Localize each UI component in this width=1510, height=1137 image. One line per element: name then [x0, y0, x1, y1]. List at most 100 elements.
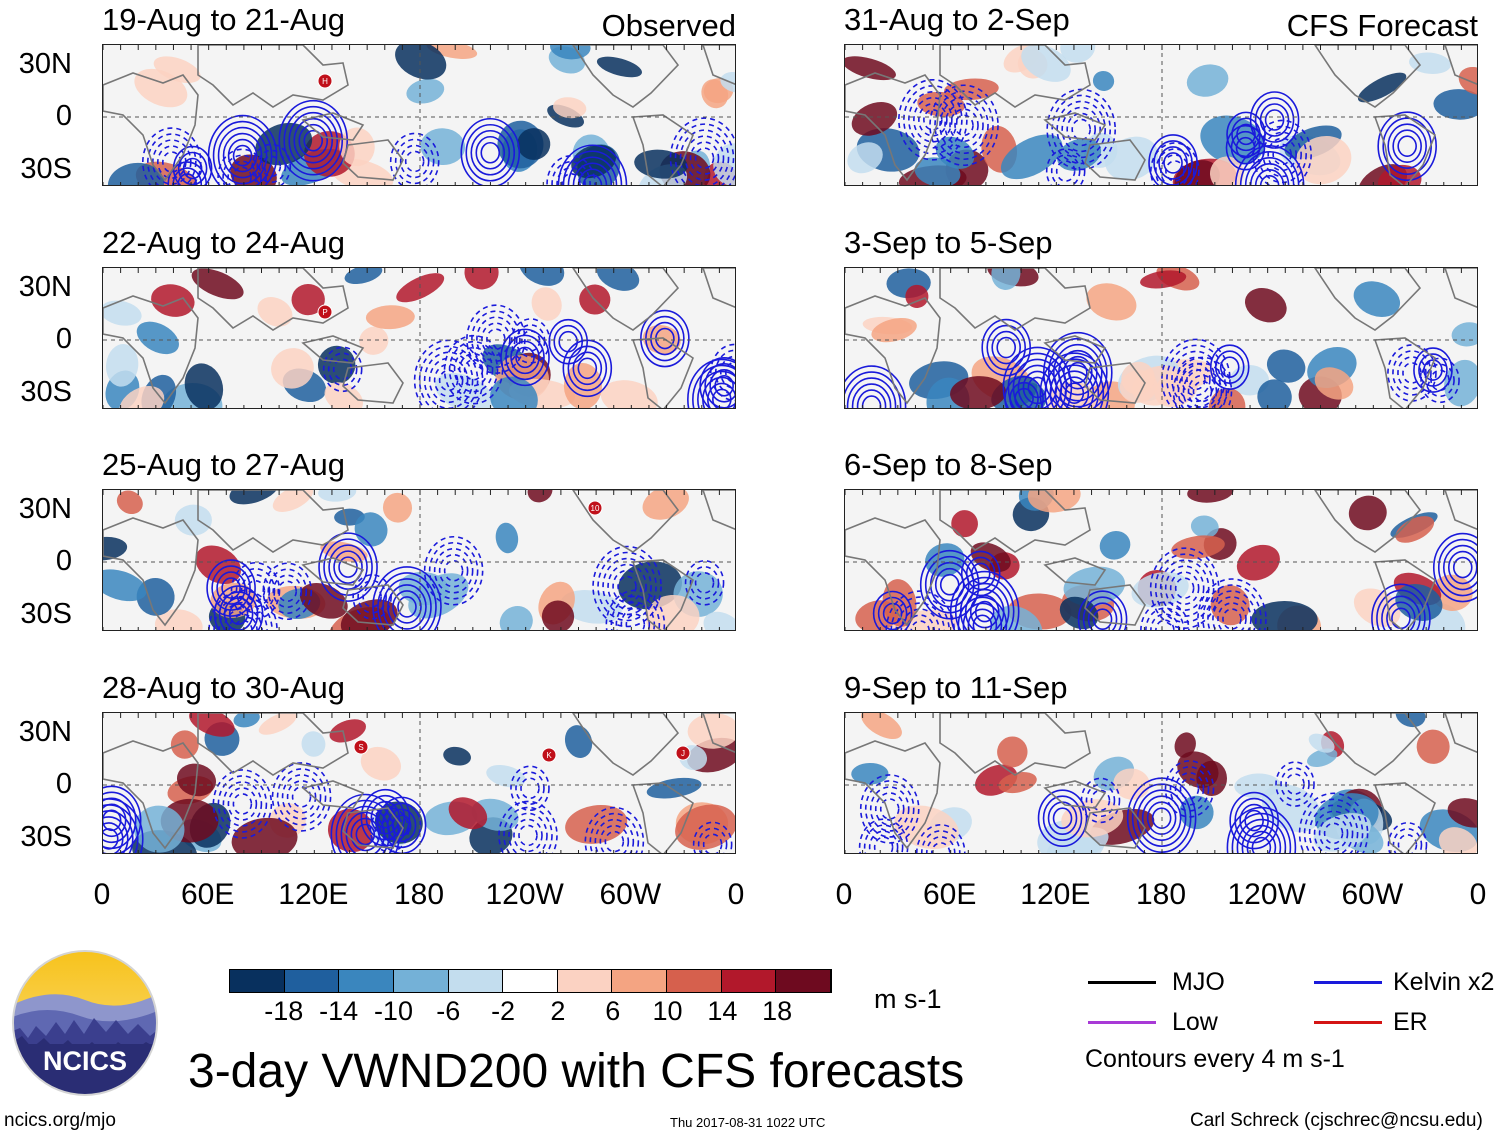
wind-anomaly-patch: [184, 363, 224, 408]
kelvin-contour: [557, 144, 628, 185]
wind-anomaly-patch: [1257, 379, 1292, 408]
wind-anomaly-patch: [1105, 136, 1159, 181]
legend-label-low: Low: [1172, 1008, 1218, 1036]
legend-line-kelvin: [1314, 981, 1382, 984]
lon-label: 120E: [278, 878, 349, 911]
kelvin-contour: [1225, 124, 1266, 171]
kelvin-contour: [1027, 376, 1048, 399]
wind-anomaly-patch: [894, 805, 959, 850]
wind-anomaly-patch: [1353, 281, 1401, 317]
kelvin-contour: [216, 571, 246, 605]
forecast-label: CFS Forecast: [1286, 8, 1478, 43]
kelvin-contour: [1037, 789, 1088, 848]
kelvin-contour: [1387, 123, 1427, 169]
wind-anomaly-patch: [596, 268, 640, 291]
kelvin-contour: [392, 590, 422, 624]
kelvin-contour: [261, 155, 282, 178]
kelvin-contour: [719, 355, 735, 390]
kelvin-contour: [920, 830, 961, 853]
kelvin-contour: [1264, 109, 1285, 131]
kelvin-contour: [1386, 601, 1416, 630]
colorbar-label: 2: [550, 996, 566, 1026]
kelvin-contour: [1259, 175, 1280, 185]
kelvin-contour: [333, 550, 363, 584]
kelvin-contour: [276, 768, 327, 826]
kelvin-contour: [724, 361, 735, 384]
wind-anomaly-patch: [151, 284, 195, 317]
kelvin-contour: [235, 567, 276, 614]
map-fc-4: [844, 712, 1478, 854]
wind-anomaly-patch: [1061, 799, 1124, 838]
wind-anomaly-patch: [154, 609, 203, 630]
kelvin-contour: [391, 814, 412, 837]
map-fc-3: [844, 489, 1478, 631]
wind-anomaly-patch: [1266, 349, 1306, 383]
colorbar-swatch: [503, 970, 558, 992]
colorbar-swatch: [667, 970, 722, 992]
kelvin-contour: [597, 551, 657, 622]
coastline: [197, 268, 349, 331]
kelvin-contour: [223, 597, 254, 630]
map-obs-3: 10: [102, 489, 736, 631]
coastline: [1314, 490, 1422, 553]
kelvin-contour: [1045, 148, 1086, 185]
coastline: [1373, 114, 1436, 185]
kelvin-contour: [1423, 359, 1443, 381]
ncics-logo: NCICS: [10, 948, 160, 1098]
coastline: [301, 112, 365, 141]
lon-label: 0: [727, 878, 745, 911]
kelvin-contour: [281, 774, 322, 820]
kelvin-contour: [291, 786, 312, 808]
panel-title-fc-2: 3-Sep to 5-Sep: [844, 225, 1053, 260]
kelvin-contour: [1246, 830, 1277, 853]
wind-anomaly-patch: [1174, 732, 1196, 758]
kelvin-contour: [1226, 806, 1297, 853]
kelvin-contour: [567, 156, 618, 185]
kelvin-contour: [208, 589, 278, 630]
lon-label: 120W: [485, 878, 564, 911]
panel-title-obs-1: 19-Aug to 21-Aug: [102, 2, 346, 37]
kelvin-contour: [272, 574, 303, 609]
wind-anomaly-patch: [1444, 359, 1477, 407]
colorbar-swatch: [393, 970, 449, 992]
coastline: [1314, 45, 1422, 108]
kelvin-contour: [991, 330, 1022, 365]
wind-anomaly-patch: [448, 797, 488, 830]
wind-anomaly-patch: [1234, 773, 1281, 799]
coastline: [1043, 780, 1107, 809]
kelvin-contour: [1222, 608, 1242, 630]
wind-anomaly-patch: [1027, 490, 1081, 513]
kelvin-contour: [1169, 571, 1200, 605]
wind-anomaly-patch: [1236, 544, 1280, 581]
kelvin-contour: [939, 573, 960, 596]
coastline: [939, 268, 1091, 331]
kelvin-contour: [594, 818, 635, 853]
kelvin-contour: [1420, 357, 1460, 404]
kelvin-contour: [1308, 804, 1359, 853]
coastline: [301, 335, 365, 364]
kelvin-contour: [913, 96, 953, 143]
kelvin-contour: [915, 824, 966, 853]
kelvin-contour: [1087, 602, 1118, 630]
svg-text:H: H: [322, 77, 328, 86]
map-fc-1: [844, 44, 1478, 186]
kelvin-contour: [251, 143, 292, 185]
kelvin-contour: [694, 147, 715, 169]
kelvin-contour: [293, 117, 334, 164]
kelvin-contour: [221, 577, 241, 599]
observed-label: Observed: [601, 8, 736, 43]
panel-title-obs-4: 28-Aug to 30-Aug: [102, 670, 346, 705]
kelvin-contour: [1241, 824, 1282, 853]
kelvin-contour: [1381, 595, 1421, 630]
kelvin-contour: [1172, 356, 1233, 408]
kelvin-contour: [1236, 818, 1287, 853]
coastline: [1043, 557, 1107, 586]
footer-url[interactable]: ncics.org/mjo: [4, 1110, 116, 1131]
coastline: [1373, 559, 1436, 630]
kelvin-contour: [548, 318, 589, 365]
wind-anomaly-patch: [550, 45, 591, 60]
wind-anomaly-patch: [1092, 70, 1115, 91]
kelvin-contour: [103, 785, 142, 853]
figure-title: 3-day VWND200 with CFS forecasts: [188, 1045, 965, 1098]
kelvin-contour: [1209, 344, 1250, 390]
